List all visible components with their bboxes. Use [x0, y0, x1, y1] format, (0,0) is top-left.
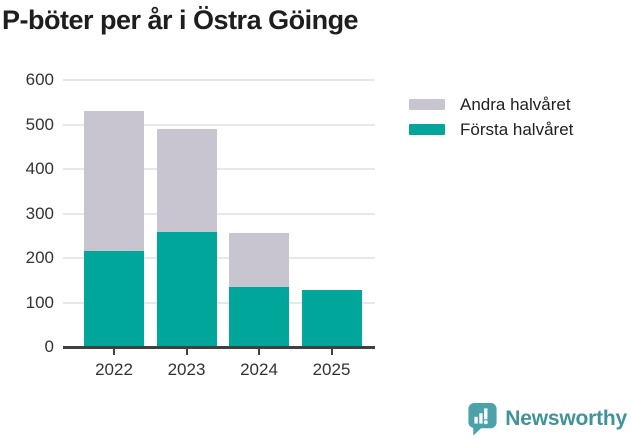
legend-item: Första halvåret	[409, 117, 573, 142]
y-tick-label: 400	[25, 159, 54, 178]
x-tick-label: 2024	[240, 360, 278, 379]
bar-segment-2023	[156, 128, 217, 233]
bar-segment-2023	[156, 232, 217, 347]
x-tick-label: 2023	[167, 360, 206, 379]
x-tick-label: 2025	[312, 360, 351, 379]
y-tick-label: 500	[25, 114, 54, 134]
bar-segment-2024	[229, 286, 289, 347]
newsworthy-logo[interactable]: Newsworthy	[467, 402, 627, 436]
y-tick-label: 0	[44, 337, 54, 356]
y-axis: 0 100 200 300 400 500 600	[0, 70, 54, 356]
gridline	[63, 212, 375, 215]
bar-2025	[301, 289, 362, 347]
y-tick-label: 100	[25, 292, 54, 312]
bar-segment-2024	[229, 233, 289, 287]
legend-label: Andra halvåret	[460, 94, 571, 114]
y-tick-label: 600	[25, 70, 54, 89]
chart-title: P-böter per år i Östra Göinge	[2, 5, 359, 35]
bar-segment-2025	[301, 289, 362, 347]
legend-swatch	[409, 124, 445, 135]
legend-label: Första halvåret	[460, 119, 574, 139]
x-tick-mark	[185, 348, 188, 355]
legend: Andra halvåret Första halvåret	[409, 92, 573, 142]
x-axis-line	[63, 346, 375, 349]
gridline	[63, 168, 375, 170]
bar-segment-2022	[84, 251, 144, 347]
bar-chart-speech-bubble-icon	[467, 402, 498, 436]
plot-area: 2022 2023 2024 2025	[63, 79, 375, 379]
legend-item: Andra halvåret	[409, 92, 573, 117]
bar-2023	[156, 128, 217, 347]
gridline	[63, 301, 375, 304]
x-tick-label: 2022	[95, 360, 133, 379]
newsworthy-wordmark: Newsworthy	[505, 407, 627, 430]
gridline	[63, 257, 375, 259]
bar-2024	[229, 233, 289, 347]
x-tick-mark	[330, 348, 333, 355]
x-tick-mark	[258, 348, 260, 355]
bar-segment-2022	[84, 111, 144, 252]
y-tick-label: 300	[25, 203, 54, 223]
y-tick-label: 200	[25, 248, 54, 267]
gridline	[63, 79, 375, 81]
bar-2022	[84, 111, 144, 347]
gridline	[63, 123, 375, 126]
legend-swatch	[409, 99, 445, 110]
x-tick-mark	[113, 348, 115, 355]
